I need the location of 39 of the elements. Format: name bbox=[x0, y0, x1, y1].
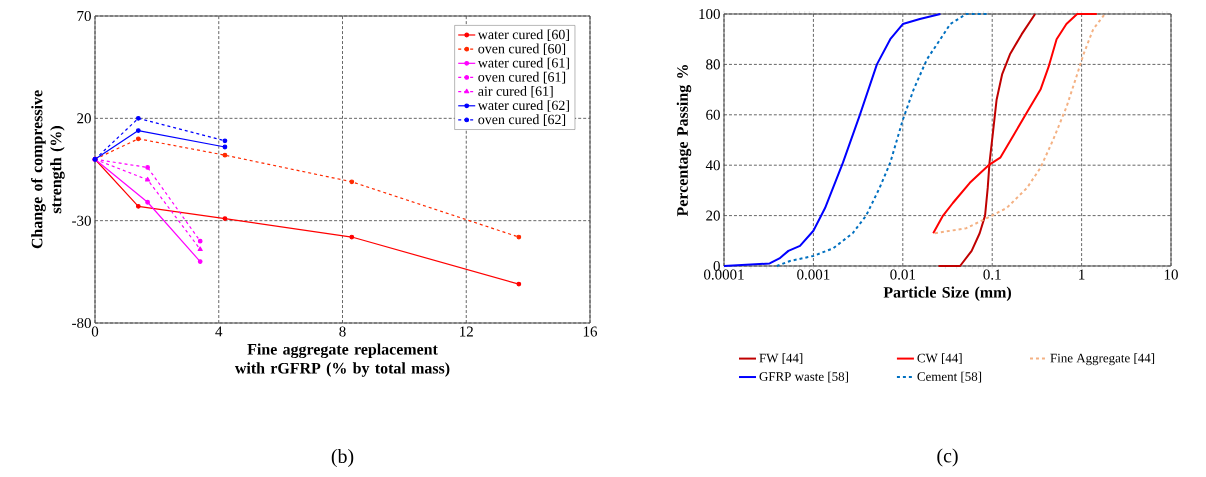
x-tick-label: 0 bbox=[91, 326, 99, 337]
x-tick-label: 1 bbox=[1079, 269, 1085, 280]
y-tick-label: 20 bbox=[706, 210, 720, 221]
legend-label: water cured [61] bbox=[477, 57, 569, 70]
y-tick-label: -80 bbox=[72, 317, 91, 329]
x-tick-label: 10 bbox=[1164, 269, 1178, 280]
legend-label: oven cured [60] bbox=[478, 43, 566, 56]
legend-label: GFRP waste [58] bbox=[759, 371, 848, 383]
legend-label: FW [44] bbox=[759, 353, 803, 365]
x-tick-label: 0.001 bbox=[797, 269, 830, 280]
x-tick-label: 12 bbox=[460, 326, 473, 337]
x-tick-label: 0.1 bbox=[983, 269, 1001, 280]
y-axis-title: Percentage Passing % bbox=[676, 65, 692, 217]
x-tick-label: 4 bbox=[215, 326, 223, 337]
y-tick-label: 100 bbox=[699, 8, 720, 20]
y-tick-label: 70 bbox=[77, 10, 91, 22]
text: (b) bbox=[331, 449, 354, 468]
legend-label: Cement [58] bbox=[917, 371, 982, 383]
x-tick-label: 16 bbox=[583, 326, 598, 337]
legend-label: water cured [62] bbox=[477, 100, 569, 112]
x-tick-label: 8 bbox=[339, 326, 346, 337]
x-axis-title: Fine aggregate replacement with rGFRP (% by total mass) bbox=[234, 343, 450, 377]
x-tick-label: 0.0001 bbox=[704, 269, 744, 280]
y-tick-label: 0 bbox=[713, 260, 720, 272]
y-tick-label: 60 bbox=[706, 109, 720, 120]
legend-label: air cured [61] bbox=[478, 86, 553, 98]
y-tick-label: 40 bbox=[705, 160, 720, 171]
legend-label: water cured [60] bbox=[477, 29, 569, 41]
x-axis-title: Particle Size (mm) bbox=[883, 286, 1011, 301]
y-tick-label: 80 bbox=[706, 59, 720, 70]
legend-label: CW [44] bbox=[917, 353, 962, 365]
y-axis-title: Change of compressive strength (%) bbox=[31, 90, 65, 249]
x-tick-label: 0.01 bbox=[890, 269, 915, 280]
legend-label: oven cured [61] bbox=[478, 71, 566, 84]
text: (c) bbox=[937, 448, 958, 467]
y-tick-label: 20 bbox=[77, 113, 91, 124]
legend-label: oven cured [62] bbox=[478, 114, 566, 126]
y-tick-label: -30 bbox=[72, 215, 91, 226]
legend-label: Fine Aggregate [44] bbox=[1050, 353, 1155, 366]
